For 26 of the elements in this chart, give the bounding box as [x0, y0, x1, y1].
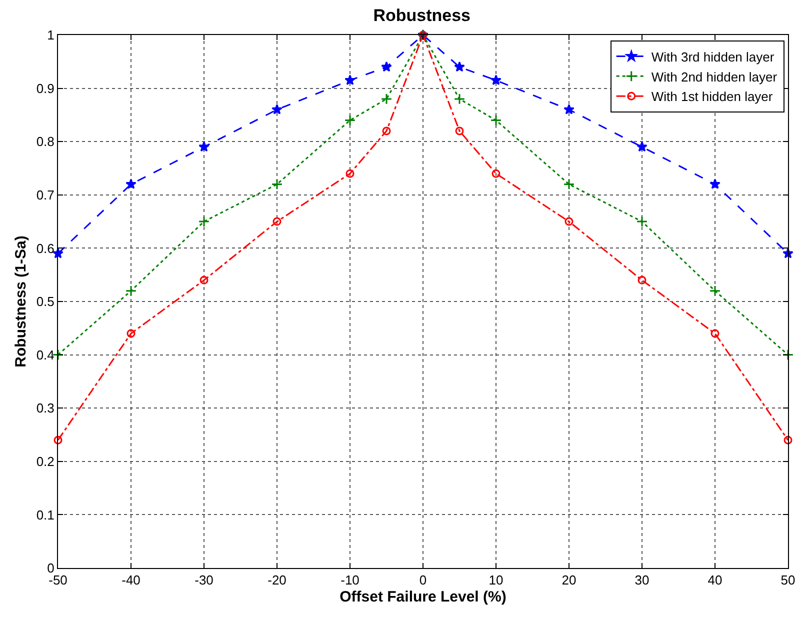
x-tick-label: -40: [122, 572, 140, 588]
legend-label: With 2nd hidden layer: [651, 69, 778, 84]
x-tick-label: 30: [634, 572, 650, 588]
x-tick-label: 40: [708, 572, 722, 588]
x-tick-label: -20: [268, 572, 286, 588]
y-tick-label: 0.9: [36, 80, 54, 96]
x-tick-label: 50: [780, 572, 796, 588]
chart-title: Robustness: [373, 6, 471, 26]
legend-label: With 1st hidden layer: [651, 89, 774, 104]
y-tick-label: 1: [47, 28, 54, 43]
y-tick-label: 0.1: [36, 507, 54, 522]
y-tick-label: 0.5: [36, 294, 54, 310]
y-axis-title: Robustness (1-Sa): [12, 236, 30, 368]
y-tick-label: 0.3: [36, 400, 54, 416]
x-tick-label: 20: [562, 572, 576, 588]
x-axis-title: Offset Failure Level (%): [340, 588, 506, 606]
legend-label: With 3rd hidden layer: [651, 49, 775, 64]
y-tick-label: 0.4: [36, 347, 54, 362]
y-tick-label: 0.2: [36, 454, 54, 469]
y-tick-label: 0.6: [36, 240, 54, 256]
x-tick-label: -10: [340, 572, 360, 588]
x-tick-label: 10: [488, 572, 504, 588]
x-tick-label: 0: [419, 572, 427, 588]
y-tick-label: 0.8: [36, 134, 54, 150]
y-tick-label: 0.7: [36, 187, 54, 202]
x-tick-label: -30: [194, 572, 214, 588]
